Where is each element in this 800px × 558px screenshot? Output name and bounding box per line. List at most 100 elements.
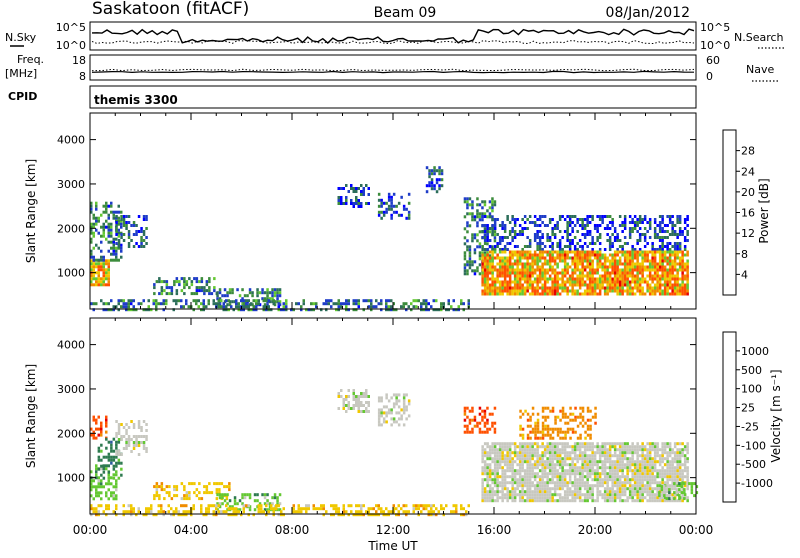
velocity-cell xyxy=(666,460,669,463)
velocity-cell xyxy=(283,507,286,510)
velocity-cell xyxy=(659,475,662,478)
velocity-cell xyxy=(616,460,619,463)
power-cell xyxy=(466,239,469,242)
power-cell xyxy=(245,305,248,308)
velocity-cell xyxy=(574,496,577,499)
velocity-cell xyxy=(534,451,537,454)
power-cell xyxy=(661,293,664,296)
power-cell xyxy=(564,260,567,263)
velocity-cell xyxy=(551,457,554,460)
power-cell xyxy=(561,254,564,257)
velocity-cell xyxy=(636,451,639,454)
velocity-cell xyxy=(98,456,101,459)
velocity-cell xyxy=(236,502,239,505)
power-cell xyxy=(584,257,587,260)
velocity-cell xyxy=(383,510,386,513)
velocity-cell xyxy=(345,510,348,513)
power-cell xyxy=(93,265,96,268)
power-cell xyxy=(355,202,358,205)
power-cell xyxy=(609,260,612,263)
power-cell xyxy=(519,254,522,257)
velocity-cell xyxy=(280,510,283,513)
velocity-cell xyxy=(636,496,639,499)
velocity-cell xyxy=(501,460,504,463)
velocity-cell xyxy=(554,457,557,460)
velocity-cell xyxy=(554,428,557,431)
power-cell xyxy=(534,236,537,239)
power-cell xyxy=(679,263,682,266)
velocity-cell xyxy=(569,445,572,448)
velocity-cell xyxy=(679,454,682,457)
power-cell xyxy=(634,269,637,272)
power-cell xyxy=(193,292,196,295)
power-cell xyxy=(534,278,537,281)
velocity-cell xyxy=(531,457,534,460)
velocity-cell xyxy=(541,451,544,454)
power-cell xyxy=(521,287,524,290)
power-cell xyxy=(255,302,258,305)
velocity-cell xyxy=(489,499,492,502)
power-cell xyxy=(551,260,554,263)
velocity-cell xyxy=(263,510,266,513)
power-cell xyxy=(501,269,504,272)
velocity-cell xyxy=(589,460,592,463)
power-cell xyxy=(481,278,484,281)
power-cell xyxy=(649,284,652,287)
power-cell xyxy=(509,254,512,257)
velocity-cell xyxy=(365,401,368,404)
velocity-cell xyxy=(393,402,396,405)
velocity-cell xyxy=(579,490,582,493)
velocity-cell xyxy=(606,484,609,487)
power-cell xyxy=(128,245,131,248)
velocity-cell xyxy=(566,457,569,460)
power-cell xyxy=(549,245,552,248)
freq-unit-label: [MHz] xyxy=(5,67,37,80)
velocity-cell xyxy=(521,478,524,481)
velocity-cell xyxy=(539,454,542,457)
velocity-cell xyxy=(624,475,627,478)
power-cell xyxy=(213,299,216,302)
power-cell xyxy=(338,302,341,305)
velocity-cell xyxy=(489,454,492,457)
power-cell xyxy=(609,272,612,275)
power-cell xyxy=(609,248,612,251)
power-cell xyxy=(499,239,502,242)
velocity-cell xyxy=(594,463,597,466)
velocity-cell xyxy=(105,507,108,510)
velocity-cell xyxy=(403,399,406,402)
velocity-cell xyxy=(596,442,599,445)
velocity-cell xyxy=(631,478,634,481)
power-cell xyxy=(614,236,617,239)
power-cell xyxy=(576,221,579,224)
velocity-cell xyxy=(626,469,629,472)
power-cell xyxy=(511,257,514,260)
velocity-cell xyxy=(669,454,672,457)
power-cell xyxy=(100,280,103,283)
power-cell xyxy=(526,227,529,230)
velocity-cell xyxy=(584,448,587,451)
velocity-cell xyxy=(559,463,562,466)
velocity-cell xyxy=(589,463,592,466)
power-cell xyxy=(606,224,609,227)
velocity-cell xyxy=(599,478,602,481)
power-cell xyxy=(256,294,259,297)
velocity-cell xyxy=(203,491,206,494)
velocity-cell xyxy=(110,494,113,497)
velocity-cell xyxy=(586,469,589,472)
power-cell xyxy=(105,277,108,280)
velocity-cell xyxy=(683,488,686,491)
power-cell xyxy=(576,284,579,287)
power-cell xyxy=(315,302,318,305)
velocity-cell xyxy=(390,423,393,426)
velocity-cell xyxy=(198,497,201,500)
power-cell xyxy=(255,299,258,302)
velocity-cell xyxy=(100,422,103,425)
power-cell xyxy=(110,232,113,235)
velocity-cell xyxy=(521,490,524,493)
power-cell xyxy=(103,271,106,274)
power-cell xyxy=(383,202,386,205)
power-cell xyxy=(489,212,492,215)
power-cell xyxy=(591,272,594,275)
velocity-cell xyxy=(574,454,577,457)
power-cell xyxy=(649,263,652,266)
